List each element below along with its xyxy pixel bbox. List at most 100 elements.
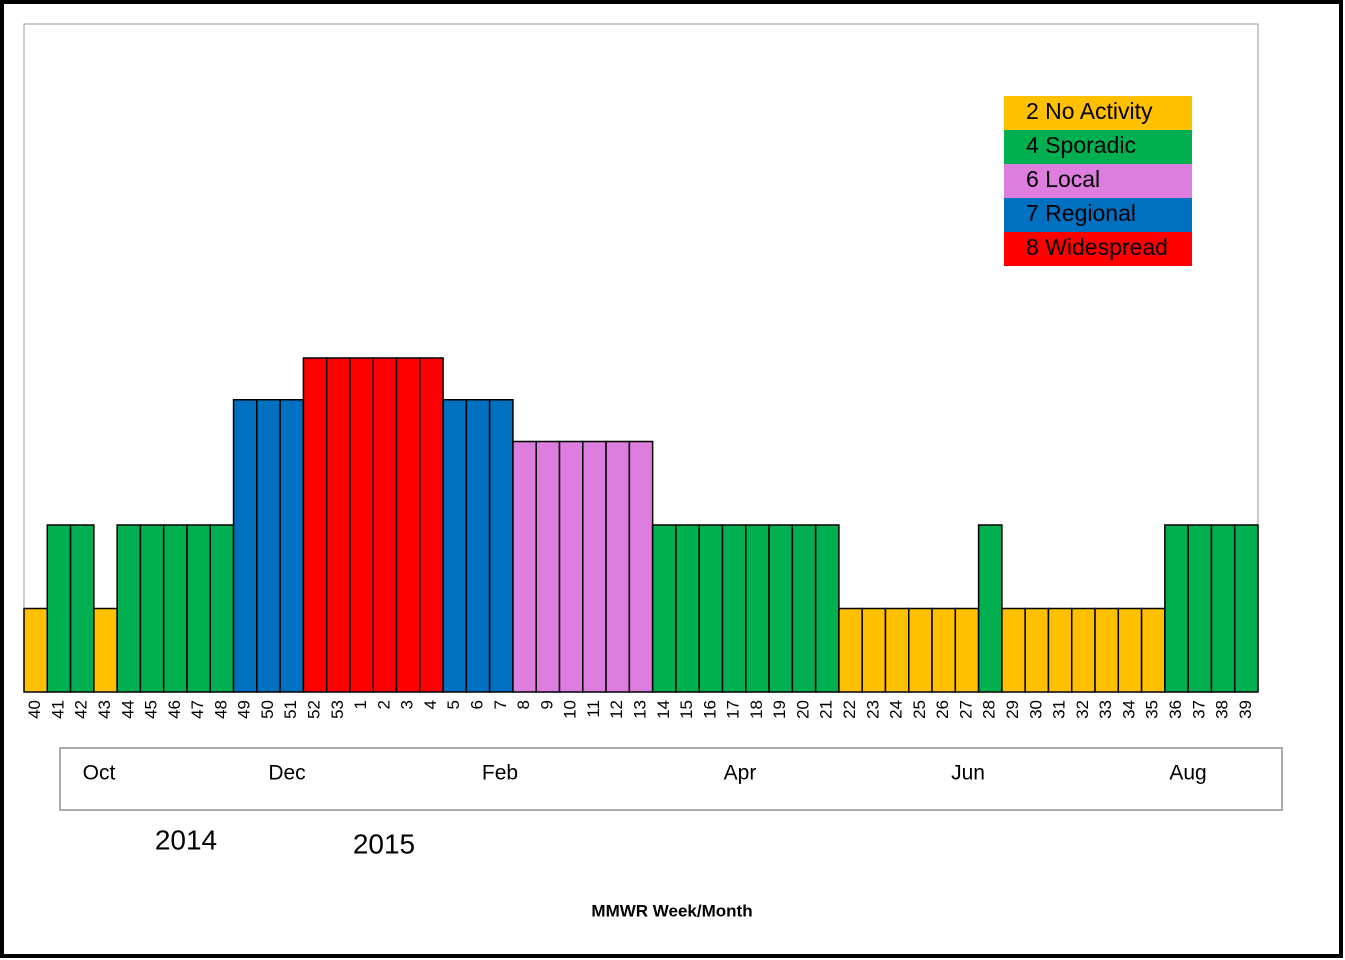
bar <box>884 607 910 693</box>
bar <box>349 357 374 693</box>
x-tick-label: 37 <box>1189 700 1208 719</box>
x-tick-label: 38 <box>1213 700 1232 719</box>
year-label: 2014 <box>155 824 217 855</box>
bar <box>838 607 863 693</box>
x-tick-label: 50 <box>258 700 277 719</box>
bar <box>69 524 95 693</box>
bar <box>116 524 142 693</box>
legend-swatch <box>1004 232 1192 266</box>
bar <box>93 607 118 693</box>
bar <box>488 399 514 693</box>
x-tick-label: 29 <box>1003 700 1022 719</box>
x-tick-label: 36 <box>1166 700 1185 719</box>
month-label: Feb <box>482 762 518 785</box>
x-tick-label: 28 <box>980 700 999 719</box>
bar <box>535 440 561 693</box>
x-tick-label: 34 <box>1119 700 1138 719</box>
bar <box>908 607 933 693</box>
bar <box>675 524 700 693</box>
bar <box>768 524 794 693</box>
bar <box>465 399 491 693</box>
bar <box>46 524 72 693</box>
x-tick-label: 17 <box>724 700 743 719</box>
bar <box>558 440 584 693</box>
x-tick-label: 35 <box>1143 700 1162 719</box>
bar <box>1164 524 1189 693</box>
bar <box>512 440 537 693</box>
legend-label: 7 Regional <box>1026 200 1136 226</box>
x-tick-label: 27 <box>956 700 975 719</box>
bar <box>791 524 817 693</box>
bar <box>209 524 235 693</box>
x-tick-label: 49 <box>235 700 254 719</box>
x-tick-label: 4 <box>421 700 440 709</box>
x-tick-label: 1 <box>351 700 370 709</box>
bar <box>1140 607 1166 693</box>
bar <box>186 524 212 693</box>
month-label: Aug <box>1169 762 1206 785</box>
bar <box>861 607 887 693</box>
x-tick-label: 40 <box>25 700 44 719</box>
x-tick-label: 51 <box>281 700 300 719</box>
legend-label: 2 No Activity <box>1026 98 1153 124</box>
bar <box>442 399 468 693</box>
x-tick-label: 33 <box>1096 700 1115 719</box>
legend-swatch <box>1004 130 1192 164</box>
x-tick-label: 20 <box>793 700 812 719</box>
legend-label: 4 Sporadic <box>1026 132 1136 158</box>
bar <box>954 607 980 693</box>
bar <box>302 357 328 693</box>
x-tick-label: 39 <box>1236 700 1255 719</box>
bar <box>582 440 607 693</box>
x-tick-label: 46 <box>165 700 184 719</box>
bar <box>745 524 770 693</box>
bar <box>1187 524 1213 693</box>
bar <box>232 399 258 693</box>
x-tick-label: 32 <box>1073 700 1092 719</box>
bar <box>395 357 421 693</box>
x-tick-label: 53 <box>328 700 347 719</box>
x-tick-label: 42 <box>72 700 91 719</box>
bar <box>721 524 747 693</box>
bar <box>1070 607 1096 693</box>
year-label: 2015 <box>353 828 415 859</box>
bar <box>1047 607 1073 693</box>
x-tick-label: 16 <box>700 700 719 719</box>
x-tick-label: 22 <box>840 700 859 719</box>
x-tick-label: 3 <box>398 700 417 709</box>
x-tick-label: 6 <box>468 700 487 709</box>
bar <box>1094 607 1120 693</box>
x-tick-label: 47 <box>188 700 207 719</box>
bar <box>698 524 724 693</box>
x-tick-label: 13 <box>630 700 649 719</box>
x-tick-label: 12 <box>607 700 626 719</box>
bar <box>256 399 281 693</box>
bar <box>1024 607 1050 693</box>
legend-swatch <box>1004 164 1192 198</box>
bar <box>325 357 351 693</box>
bar <box>23 607 49 693</box>
bar <box>977 524 1003 693</box>
bar <box>419 357 444 693</box>
bar <box>1001 607 1026 693</box>
bar <box>372 357 398 693</box>
x-tick-label: 7 <box>491 700 510 709</box>
x-tick-label: 44 <box>118 700 137 719</box>
x-tick-label: 21 <box>817 700 836 719</box>
x-tick-label: 19 <box>770 700 789 719</box>
x-axis-title: MMWR Week/Month <box>591 901 752 920</box>
legend-label: 6 Local <box>1026 166 1100 192</box>
x-tick-label: 15 <box>677 700 696 719</box>
bar <box>931 607 957 693</box>
x-tick-label: 5 <box>444 700 463 709</box>
x-tick-label: 26 <box>933 700 952 719</box>
bar <box>605 440 631 693</box>
bar <box>139 524 165 693</box>
bar <box>162 524 188 693</box>
x-tick-label: 18 <box>747 700 766 719</box>
x-tick-label: 11 <box>584 700 603 718</box>
bar <box>1210 524 1236 693</box>
legend-label: 8 Widespread <box>1026 234 1168 260</box>
legend-swatch <box>1004 96 1192 130</box>
